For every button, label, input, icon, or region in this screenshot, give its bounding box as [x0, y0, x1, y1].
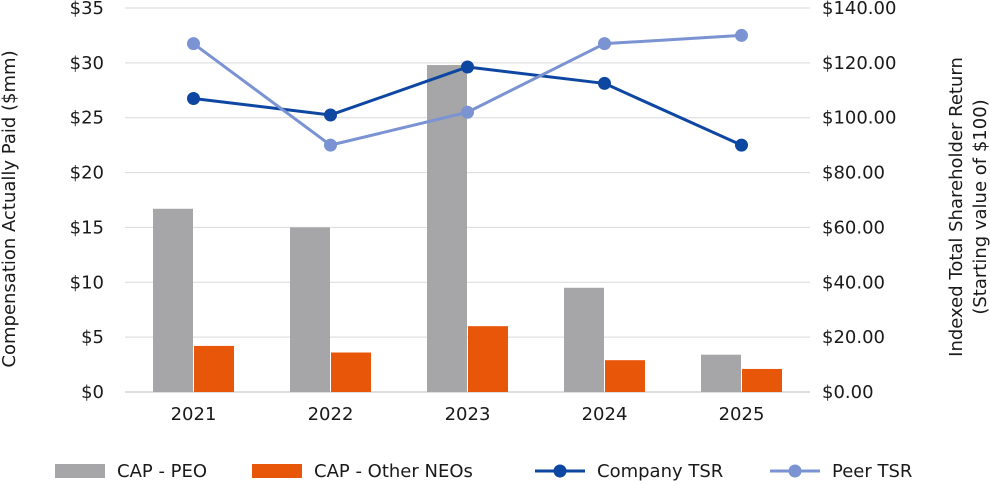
bar-cap-peo-2022 [290, 227, 330, 392]
legend: CAP - PEO CAP - Other NEOs Company TSR Peer… [55, 461, 912, 482]
legend-label: Company TSR [597, 461, 723, 482]
legend-label: Peer TSR [832, 461, 912, 482]
y2-tick-label: $40.00 [822, 272, 885, 293]
line-peer-tsr [192, 33, 742, 147]
y2-tick-label: $80.00 [822, 163, 885, 184]
bar-cap-other-neos-2025 [742, 368, 782, 392]
y2-axis-title-line2: (Starting value of $100) [970, 99, 990, 314]
y-tick-label: $30 [70, 53, 104, 74]
point-company-tsr-2023 [461, 60, 474, 74]
bar-cap-other-neos-2021 [194, 345, 234, 392]
legend-marker [788, 464, 802, 478]
legend-marker [553, 464, 567, 478]
y2-tick-label: $140.00 [822, 0, 896, 19]
y-tick-label: $25 [70, 108, 104, 129]
bar-cap-peo-2021 [153, 208, 193, 392]
point-peer-tsr-2024 [598, 37, 611, 51]
bar-cap-other-neos-2022 [331, 352, 371, 392]
bar-cap-other-neos-2024 [605, 360, 645, 392]
point-peer-tsr-2022 [324, 138, 337, 152]
y-tick-label: $35 [70, 0, 104, 19]
tick-labels: $0 $0.00 $5 $20.00 $10 $40.00 $15 $60.00 $20 $80.… [70, 0, 897, 425]
point-peer-tsr-2025 [735, 28, 748, 42]
point-company-tsr-2025 [735, 138, 748, 152]
lines [187, 28, 748, 152]
y-tick-label: $20 [70, 163, 104, 184]
y2-axis-title-line1: Indexed Total Shareholder Return [946, 57, 967, 357]
legend-swatch [55, 464, 105, 478]
x-tick-label: 2021 [171, 404, 217, 425]
point-peer-tsr-2023 [461, 105, 474, 119]
y-tick-label: $15 [70, 217, 104, 238]
y2-tick-label: $60.00 [822, 217, 885, 238]
x-tick-label: 2022 [308, 404, 354, 425]
bar-cap-other-neos-2023 [468, 326, 508, 392]
legend-label: CAP - PEO [117, 461, 207, 482]
y2-tick-label: $20.00 [822, 327, 885, 348]
y-tick-label: $5 [81, 327, 104, 348]
x-tick-label: 2024 [582, 404, 628, 425]
point-company-tsr-2024 [598, 76, 611, 90]
y2-tick-label: $120.00 [822, 53, 896, 74]
bars [153, 65, 782, 393]
bar-cap-peo-2025 [701, 354, 741, 392]
point-peer-tsr-2021 [187, 37, 200, 51]
bar-cap-peo-2024 [564, 287, 604, 392]
y-tick-label: $0 [81, 382, 104, 403]
x-tick-label: 2023 [445, 404, 491, 425]
point-company-tsr-2022 [324, 108, 337, 122]
point-company-tsr-2021 [187, 92, 200, 106]
y2-tick-label: $100.00 [822, 108, 896, 129]
x-tick-label: 2025 [719, 404, 765, 425]
legend-label: CAP - Other NEOs [314, 461, 473, 482]
legend-swatch [252, 464, 302, 478]
y-axis-title: Compensation Actually Paid ($mm) [0, 50, 20, 367]
y2-tick-label: $0.00 [822, 382, 874, 403]
y-tick-label: $10 [70, 272, 104, 293]
